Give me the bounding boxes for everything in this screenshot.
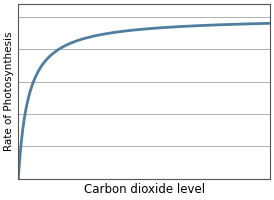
Y-axis label: Rate of Photosynthesis: Rate of Photosynthesis xyxy=(4,32,14,151)
X-axis label: Carbon dioxide level: Carbon dioxide level xyxy=(84,183,205,196)
